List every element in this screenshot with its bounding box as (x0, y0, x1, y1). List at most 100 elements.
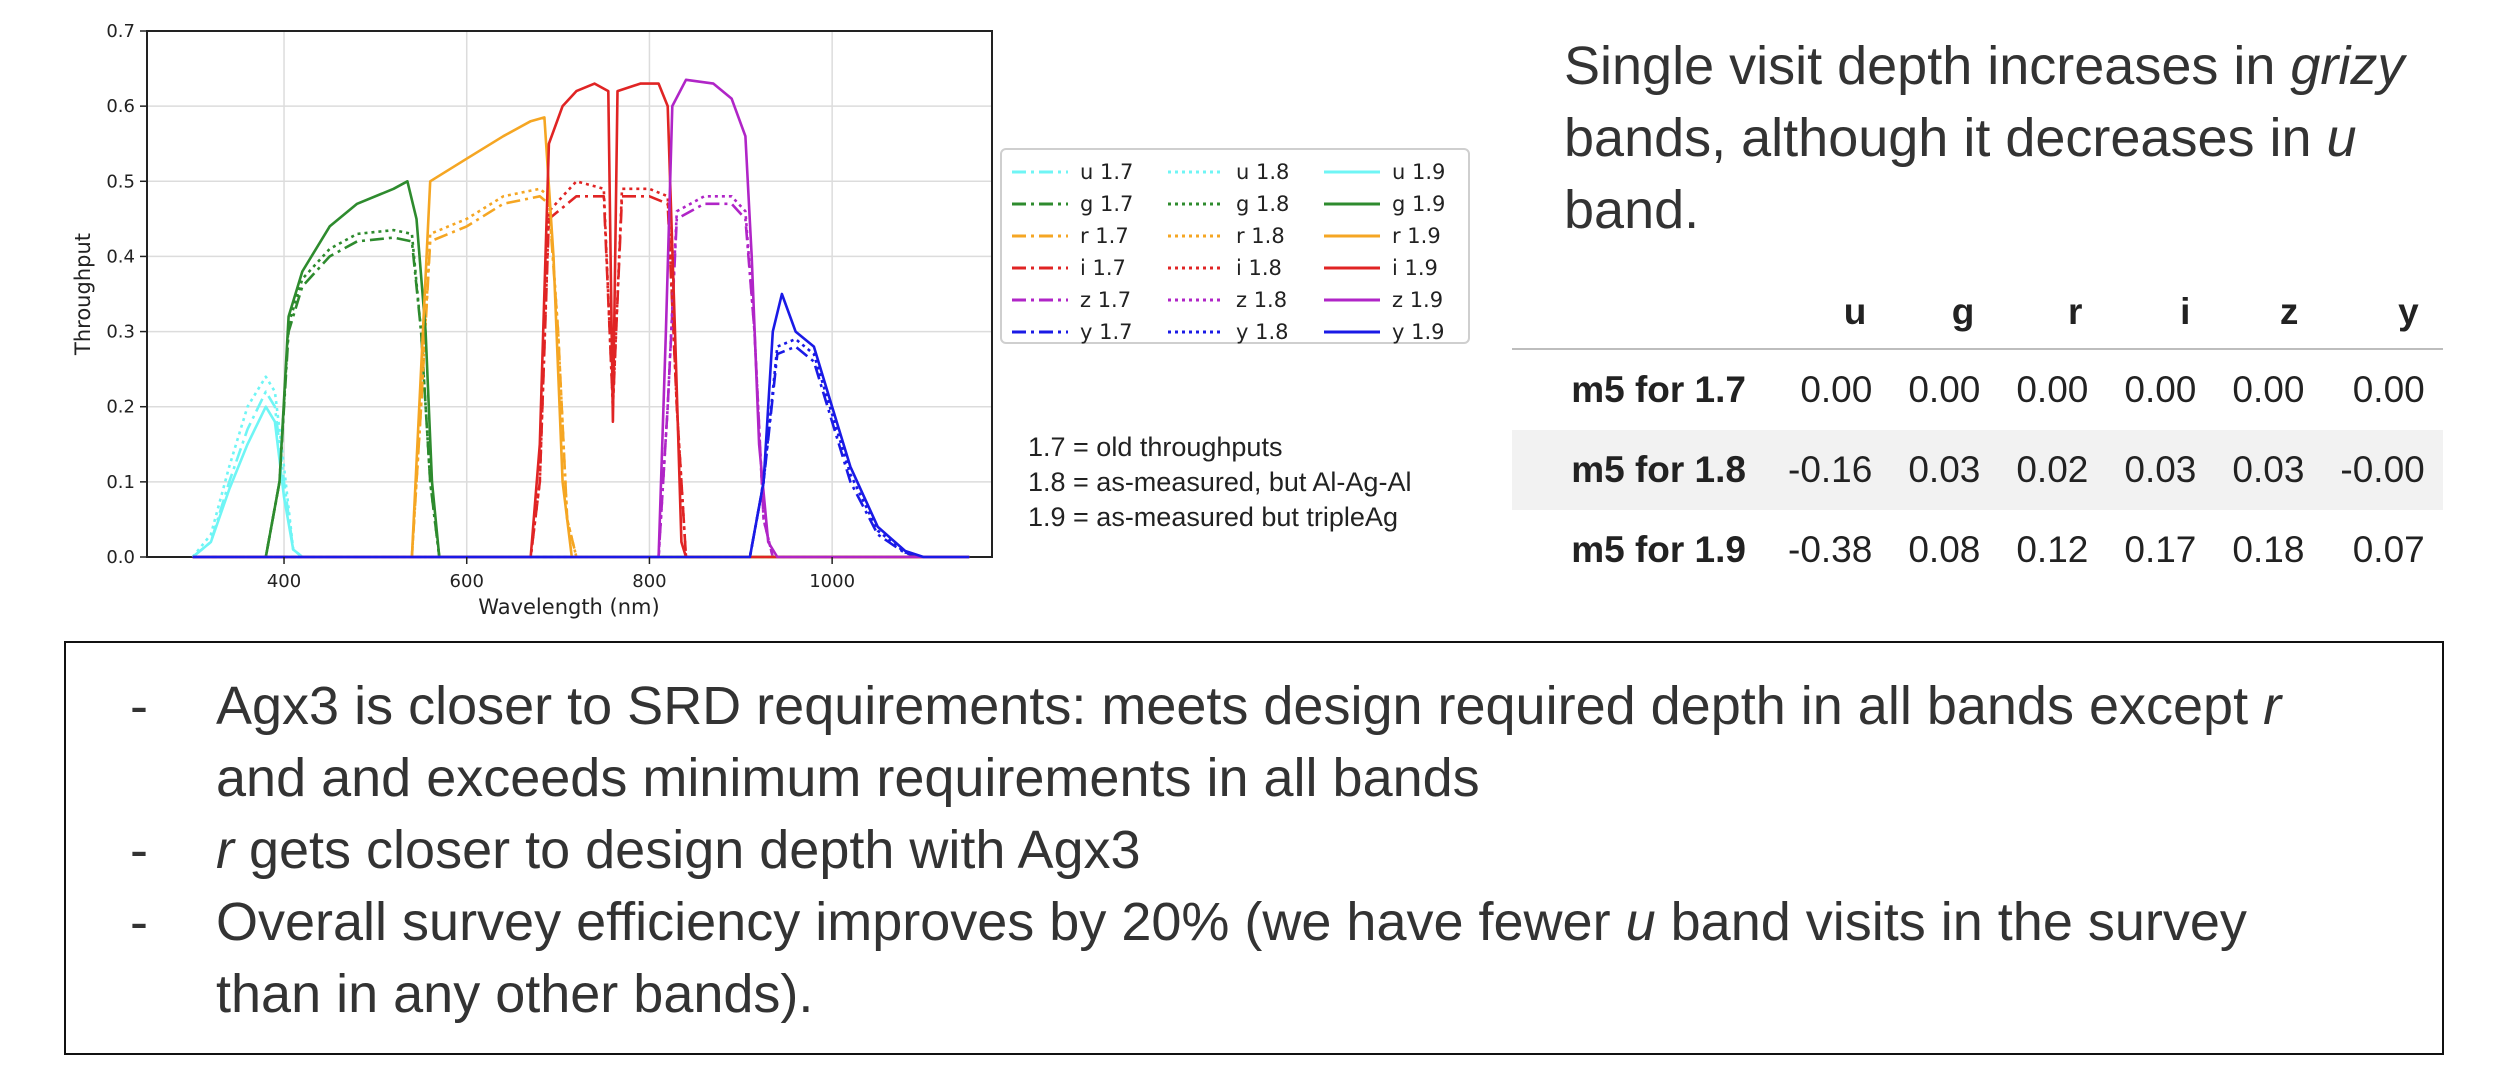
table-cell: 0.17 (2124, 529, 2197, 570)
bullet-text: Agx3 is closer to SRD requirements: meet… (216, 670, 2360, 814)
legend-swatch (1012, 170, 1068, 174)
chart-legend: u 1.7 g 1.7 r 1.7 i 1.7 z 1.7 y 1.7 u 1.8 g 1.… (1000, 148, 1470, 344)
legend-column-1.9: u 1.9 g 1.9 r 1.9 i 1.9 z 1.9 y 1.9 (1324, 156, 1445, 348)
note-1.7: 1.7 = old throughputs (1028, 432, 1283, 462)
row-label: m5 for 1.7 (1571, 369, 1746, 410)
headline-part-2: bands, although it decreases in (1564, 108, 2327, 168)
m5-col-r: r (1998, 276, 2107, 350)
table-cell: 0.02 (2016, 449, 2089, 490)
legend-item: r 1.8 (1168, 220, 1289, 252)
table-cell: 0.12 (2016, 529, 2089, 570)
legend-swatch (1012, 298, 1068, 302)
summary-bullets: - Agx3 is closer to SRD requirements: me… (130, 670, 2360, 1030)
legend-label: y 1.7 (1080, 320, 1133, 344)
table-cell: -0.16 (1788, 449, 1873, 490)
legend-item: g 1.9 (1324, 188, 1445, 220)
legend-swatch (1168, 298, 1224, 302)
table-cell: -0.38 (1788, 529, 1873, 570)
legend-swatch (1168, 234, 1224, 238)
legend-label: u 1.8 (1236, 160, 1290, 184)
bullet-3-part-1: Overall survey efficiency improves by 20… (216, 892, 1626, 952)
table-cell: 0.03 (1908, 449, 1981, 490)
y-axis-label: Throughput (71, 233, 95, 356)
table-cell: 0.00 (2016, 369, 2089, 410)
legend-item: u 1.7 (1012, 156, 1133, 188)
legend-item: i 1.8 (1168, 252, 1289, 284)
legend-label: i 1.9 (1392, 256, 1438, 280)
legend-label: g 1.9 (1392, 192, 1446, 216)
bullet-3: - Overall survey efficiency improves by … (130, 886, 2360, 1030)
series-y-1_8 (192, 337, 970, 559)
m5-header-row: u g r i z y (1512, 276, 2443, 350)
legend-swatch (1324, 298, 1380, 302)
legend-label: i 1.7 (1080, 256, 1126, 280)
legend-swatch (1168, 170, 1224, 174)
bullet-1: - Agx3 is closer to SRD requirements: me… (130, 670, 2360, 814)
bullet-dash: - (130, 820, 148, 880)
legend-label: y 1.9 (1392, 320, 1445, 344)
row-label: m5 for 1.8 (1571, 449, 1746, 490)
bullet-text: Overall survey efficiency improves by 20… (216, 886, 2360, 1030)
legend-swatch (1168, 330, 1224, 334)
row-label: m5 for 1.9 (1571, 529, 1746, 570)
y-tick-label: 0.2 (106, 397, 135, 418)
legend-swatch (1012, 330, 1068, 334)
table-cell: 0.00 (2352, 369, 2425, 410)
m5-col-g: g (1890, 276, 1999, 350)
series-layer (191, 78, 970, 559)
y-tick-label: 0.7 (106, 21, 135, 42)
headline-part-1: Single visit depth increases in (1564, 36, 2291, 96)
table-cell: 0.08 (1908, 529, 1981, 570)
legend-swatch (1324, 202, 1380, 206)
bullet-3-u: u (1625, 892, 1656, 952)
note-1.8: 1.8 = as-measured, but Al-Ag-Al (1028, 467, 1412, 497)
headline-u: u (2326, 108, 2357, 168)
series-y-1_7 (192, 345, 970, 559)
m5-corner (1512, 276, 1770, 350)
table-row: m5 for 1.7 0.00 0.00 0.00 0.00 0.00 0.00 (1512, 349, 2443, 430)
legend-swatch (1324, 170, 1380, 174)
m5-col-u: u (1770, 276, 1891, 350)
table-cell: 0.03 (2124, 449, 2197, 490)
legend-swatch (1012, 266, 1068, 270)
series-r-1_9 (192, 116, 970, 559)
legend-swatch (1012, 202, 1068, 206)
legend-swatch (1168, 202, 1224, 206)
legend-item: z 1.7 (1012, 284, 1133, 316)
legend-item: z 1.8 (1168, 284, 1289, 316)
legend-label: r 1.7 (1080, 224, 1129, 248)
legend-item: u 1.9 (1324, 156, 1445, 188)
x-axis-label: Wavelength (nm) (478, 595, 659, 619)
table-cell: 0.00 (2124, 369, 2197, 410)
table-cell: 0.07 (2352, 529, 2425, 570)
x-tick-label: 400 (267, 571, 301, 592)
summary-box (64, 641, 2444, 1055)
legend-label: i 1.8 (1236, 256, 1282, 280)
y-tick-label: 0.5 (106, 171, 135, 192)
series-g-1_7 (192, 236, 970, 559)
bullet-text: r gets closer to design depth with Agx3 (216, 814, 1141, 886)
legend-item: r 1.9 (1324, 220, 1445, 252)
bullet-2-part: gets closer to design depth with Agx3 (233, 820, 1141, 880)
y-tick-label: 0.3 (106, 322, 135, 343)
table-row: m5 for 1.8 -0.16 0.03 0.02 0.03 0.03 -0.… (1512, 430, 2443, 510)
legend-label: z 1.9 (1392, 288, 1444, 312)
version-notes: 1.7 = old throughputs 1.8 = as-measured,… (1028, 430, 1411, 535)
bullet-1-part-2: and and exceeds minimum requirements in … (216, 748, 1480, 808)
axis-ticks: 400 600 800 1000 0.0 0.1 0.2 0.3 0.4 0.5 0.6 0.7 (106, 21, 855, 592)
series-g-1_9 (192, 180, 970, 559)
legend-item: r 1.7 (1012, 220, 1133, 252)
series-z-1_8 (192, 195, 970, 559)
bullet-3-part-2: band visits in the survey than in any ot… (216, 892, 2247, 1024)
series-u-1_9 (191, 405, 970, 559)
series-r-1_7 (192, 195, 970, 559)
legend-item: g 1.8 (1168, 188, 1289, 220)
legend-column-1.7: u 1.7 g 1.7 r 1.7 i 1.7 z 1.7 y 1.7 (1012, 156, 1133, 348)
legend-label: z 1.8 (1236, 288, 1288, 312)
legend-item: y 1.9 (1324, 316, 1445, 348)
legend-item: y 1.8 (1168, 316, 1289, 348)
series-r-1_8 (192, 187, 970, 559)
table-cell: 0.00 (1908, 369, 1981, 410)
note-1.9: 1.9 = as-measured but tripleAg (1028, 502, 1398, 532)
m5-col-z: z (2214, 276, 2323, 350)
